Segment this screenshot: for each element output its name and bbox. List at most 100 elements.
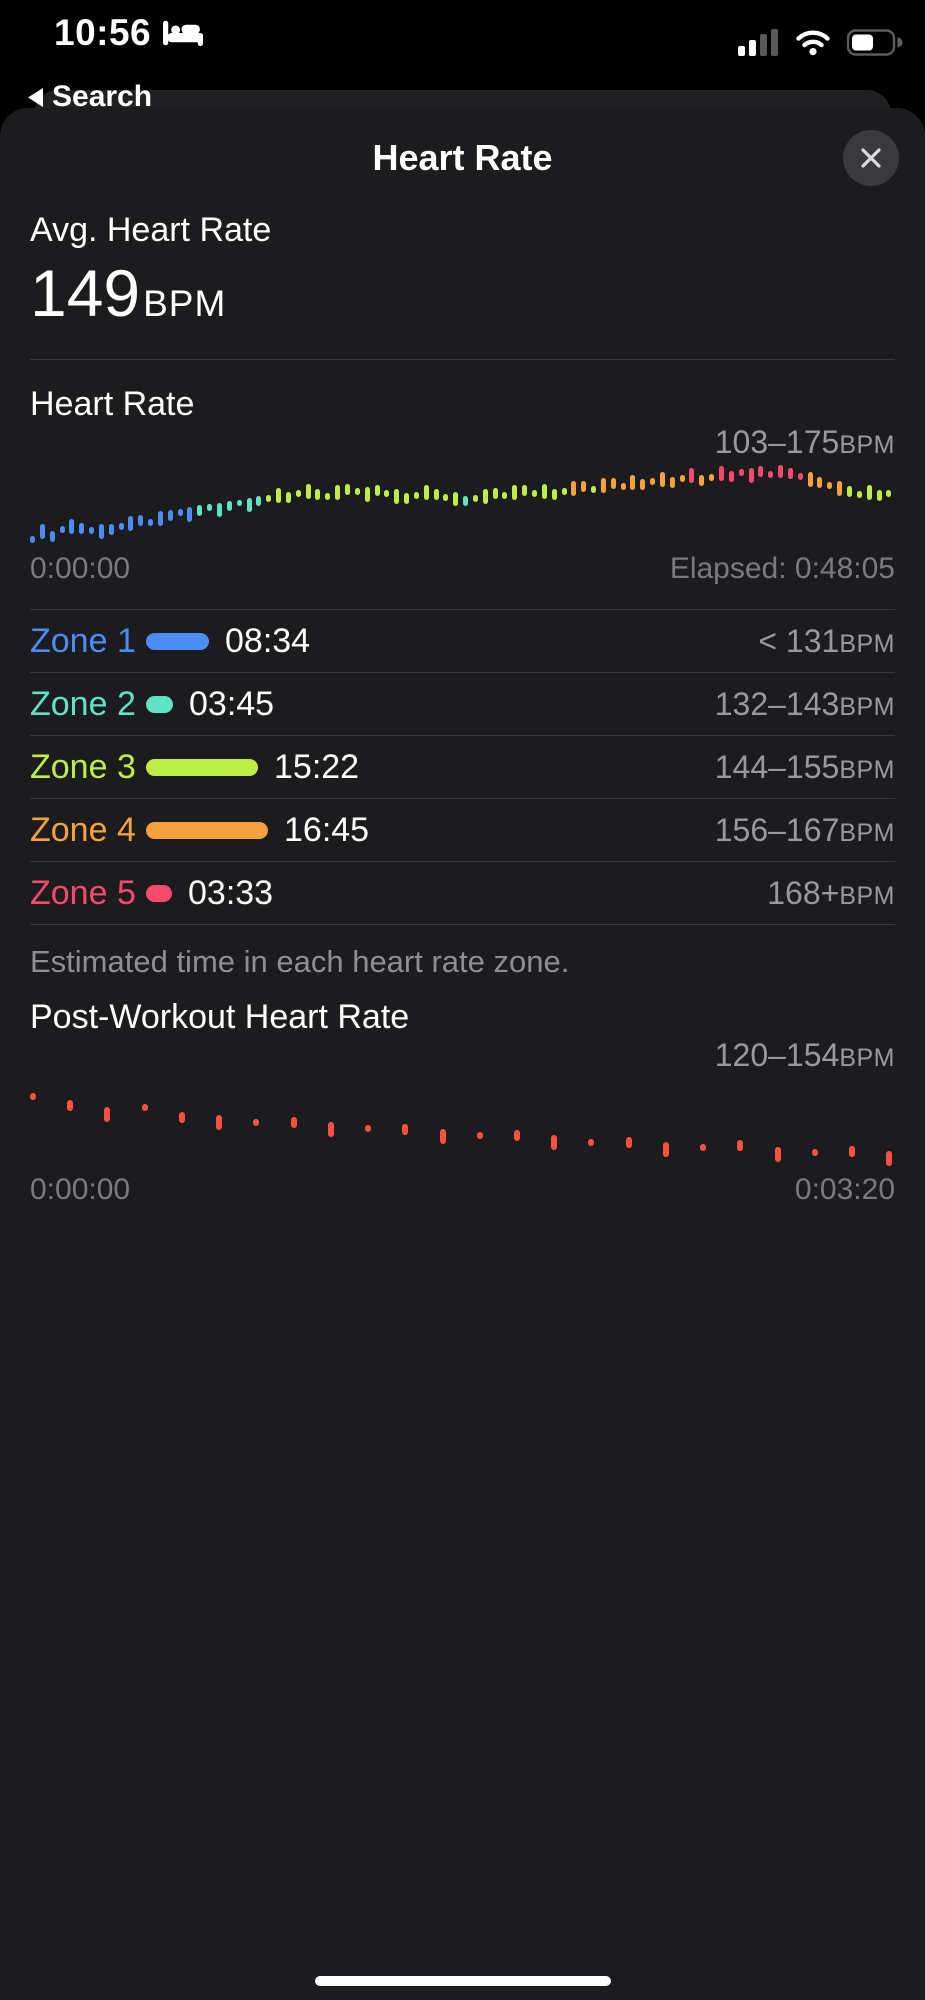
hr-bar <box>571 481 577 496</box>
hr-bar <box>295 489 301 497</box>
post-dot <box>67 1100 74 1112</box>
hr-bar <box>463 495 469 507</box>
hr-bar <box>394 488 400 504</box>
hr-bar <box>886 489 892 497</box>
hr-bar <box>551 488 557 500</box>
bed-icon <box>163 20 204 47</box>
zone-row: Zone 2 03:45 132–143BPM <box>30 673 895 736</box>
post-dot <box>551 1135 558 1151</box>
hr-bar <box>315 488 321 500</box>
hr-bar <box>541 484 547 499</box>
hr-bar <box>561 487 567 495</box>
hr-bar <box>404 492 410 504</box>
hr-bar <box>276 487 282 503</box>
zone-range: 144–155BPM <box>714 748 895 785</box>
hr-bar <box>620 483 626 490</box>
hr-bar <box>49 530 55 542</box>
zone-range: 168+BPM <box>767 874 895 911</box>
hr-bar <box>453 491 459 507</box>
hr-bar <box>876 489 882 501</box>
hr-bar <box>846 485 852 497</box>
zone-label: Zone 3 <box>30 747 136 786</box>
hr-bar <box>285 491 291 503</box>
zone-row: Zone 4 16:45 156–167BPM <box>30 799 895 862</box>
post-chart-axis: 0:00:00 0:03:20 <box>30 1172 895 1208</box>
hr-bar <box>118 523 124 530</box>
zones-list: Zone 1 08:34 < 131BPM Zone 2 03:45 132–143BPM… <box>30 609 895 925</box>
zone-time: 03:45 <box>189 684 275 723</box>
post-chart-range-unit: BPM <box>839 1044 895 1072</box>
post-dot <box>476 1132 483 1140</box>
hr-bar <box>472 494 478 502</box>
hr-bar <box>443 493 449 501</box>
hr-bar <box>364 486 370 502</box>
status-bar: 10:56 Search <box>0 0 925 114</box>
hr-bar <box>679 475 685 483</box>
hr-chart-range-unit: BPM <box>839 431 895 459</box>
sheet-header: Heart Rate <box>30 108 899 208</box>
heart-rate-sheet: Heart Rate Avg. Heart Rate 149BPM Heart … <box>0 108 925 2000</box>
hr-bar <box>433 488 439 500</box>
hr-bar <box>79 523 85 534</box>
hr-bar <box>650 478 656 485</box>
post-axis-start: 0:00:00 <box>30 1173 131 1206</box>
hr-bar <box>709 474 715 482</box>
hr-bar <box>768 471 774 479</box>
post-dot <box>327 1122 334 1137</box>
hr-bar <box>522 484 528 496</box>
zone-time: 16:45 <box>284 810 370 849</box>
zone-duration-pill <box>146 632 209 650</box>
post-dot <box>700 1143 707 1151</box>
post-dot <box>253 1118 260 1126</box>
hr-bar <box>128 516 134 531</box>
hr-bar <box>423 484 429 500</box>
hr-bar <box>591 485 597 493</box>
zone-label: Zone 1 <box>30 621 136 660</box>
post-dot <box>588 1138 595 1146</box>
status-bar-right <box>738 28 903 56</box>
close-button[interactable] <box>843 130 899 186</box>
hr-bar <box>856 490 862 498</box>
post-dot <box>30 1093 36 1101</box>
hr-bar <box>69 519 75 534</box>
hr-bar <box>797 473 803 481</box>
post-chart-title: Post-Workout Heart Rate <box>30 998 410 1036</box>
post-dot <box>439 1128 446 1144</box>
hr-bar <box>354 487 360 495</box>
hr-bar <box>246 497 252 513</box>
zone-range: 132–143BPM <box>714 685 895 722</box>
hr-bar <box>778 465 784 479</box>
hr-bar <box>30 535 35 543</box>
hr-bar <box>305 484 311 499</box>
hr-bar <box>531 489 537 497</box>
hr-bar <box>89 526 95 534</box>
battery-icon <box>847 28 903 56</box>
hr-bar <box>39 523 45 539</box>
post-dot <box>290 1116 297 1128</box>
zone-range: 156–167BPM <box>714 811 895 848</box>
hr-bar <box>492 487 498 499</box>
hr-bar <box>719 466 725 482</box>
hr-bar <box>600 478 606 493</box>
post-dot <box>104 1106 111 1122</box>
hr-bar <box>207 504 213 512</box>
hr-bar <box>217 502 223 518</box>
hr-axis-elapsed: Elapsed: 0:48:05 <box>669 552 895 585</box>
hr-bar <box>748 468 754 484</box>
hr-bar <box>344 484 350 495</box>
hr-bar <box>226 500 232 512</box>
post-dot <box>849 1145 856 1157</box>
back-to-search-button[interactable]: Search <box>28 80 152 114</box>
zone-time: 03:33 <box>188 873 274 912</box>
hr-bar <box>167 510 173 522</box>
zone-duration-pill <box>146 884 172 902</box>
hr-bar <box>335 484 341 500</box>
hr-bar <box>817 477 823 488</box>
hr-bar <box>512 484 518 500</box>
hr-bar <box>98 523 104 539</box>
zone-label: Zone 4 <box>30 810 136 849</box>
hr-bar <box>866 484 872 500</box>
post-chart <box>30 1080 895 1166</box>
hr-bar <box>413 491 419 499</box>
home-indicator[interactable] <box>314 1976 611 1986</box>
